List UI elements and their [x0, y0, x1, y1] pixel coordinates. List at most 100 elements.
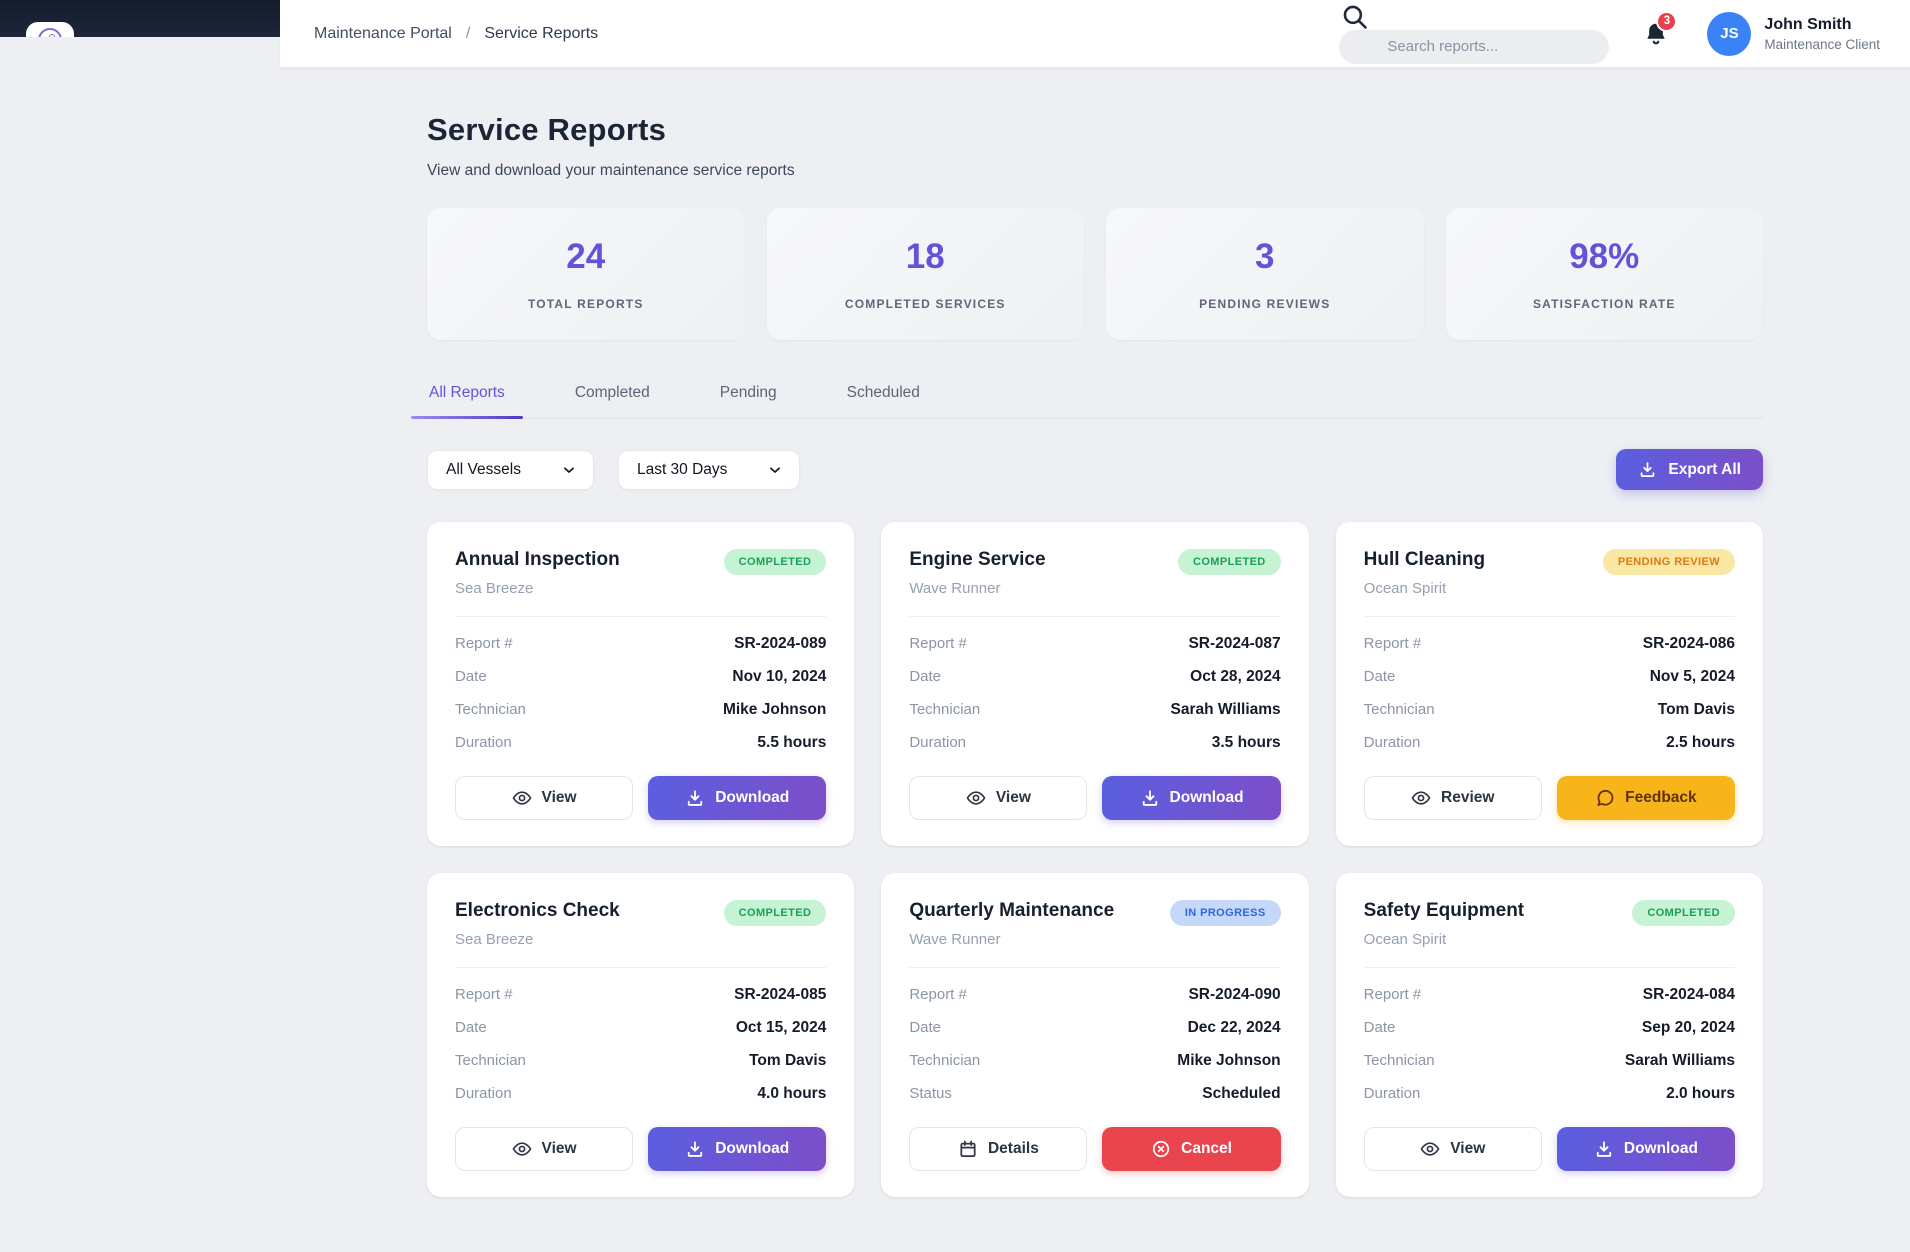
search-input[interactable] [1339, 29, 1610, 64]
eye-icon [1411, 788, 1431, 808]
report-fields: Report # SR-2024-090 Date Dec 22, 2024 Techn… [909, 978, 1280, 1110]
button-label: Details [987, 1140, 1039, 1157]
card-header: Quarterly Maintenance Wave Runner IN PRO… [909, 900, 1281, 948]
field-label: Duration [909, 734, 967, 751]
breadcrumb-root[interactable]: Maintenance Portal [314, 24, 452, 42]
download-icon [1594, 1139, 1614, 1159]
user-menu[interactable]: JS John Smith Maintenance Client [1707, 11, 1880, 56]
page-title: Service Reports [427, 112, 667, 147]
card-divider [455, 967, 827, 968]
field-row: Technician Tom Davis [1364, 693, 1735, 726]
stat-label: TOTAL REPORTS [527, 297, 644, 311]
download-button[interactable]: Download [1102, 776, 1281, 820]
chevron-down-icon [561, 462, 577, 478]
stat-value: 24 [566, 237, 606, 276]
field-label: Technician [909, 701, 981, 718]
date-filter-select[interactable]: Last 30 Days [617, 449, 801, 490]
feedback-button[interactable]: Feedback [1556, 776, 1735, 820]
stat-completed-services: 18 COMPLETED SERVICES [766, 208, 1084, 340]
details-button[interactable]: Details [909, 1127, 1088, 1171]
field-row: Report # SR-2024-086 [1364, 627, 1735, 660]
field-row: Report # SR-2024-084 [1364, 978, 1735, 1011]
report-actions: View Download [455, 776, 827, 820]
tab-completed[interactable]: Completed [573, 384, 652, 417]
field-value: Nov 10, 2024 [732, 667, 827, 685]
button-label: Download [715, 1140, 790, 1157]
field-label: Date [455, 668, 487, 685]
field-label: Technician [1363, 1052, 1435, 1069]
stats-row: 24 TOTAL REPORTS 18 COMPLETED SERVICES 3… [427, 208, 1763, 340]
button-label: Download [1623, 1140, 1698, 1157]
field-row: Date Nov 5, 2024 [1364, 660, 1735, 693]
export-all-button[interactable]: Export All [1616, 449, 1763, 490]
chevron-down-icon [767, 462, 783, 478]
card-divider [455, 616, 827, 617]
field-value: Tom Davis [749, 1051, 827, 1069]
report-actions: Details Cancel [909, 1127, 1281, 1171]
field-label: Date [909, 668, 942, 685]
cancel-button[interactable]: Cancel [1102, 1127, 1281, 1171]
field-value: 5.5 hours [757, 733, 827, 751]
button-label: Feedback [1625, 789, 1697, 806]
field-label: Report # [909, 986, 967, 1003]
download-icon [1140, 788, 1160, 808]
report-title: Engine Service [909, 549, 1046, 570]
field-label: Technician [1363, 701, 1435, 718]
field-value: SR-2024-089 [734, 634, 827, 652]
field-label: Report # [455, 635, 513, 652]
vessel-filter-select[interactable]: All Vessels [427, 449, 594, 490]
field-label: Report # [909, 635, 967, 652]
breadcrumb-separator: / [465, 24, 471, 42]
field-value: SR-2024-084 [1642, 985, 1735, 1003]
review-button[interactable]: Review [1363, 776, 1542, 820]
download-button[interactable]: Download [1556, 1127, 1735, 1171]
view-button[interactable]: View [455, 776, 634, 820]
tab-pending[interactable]: Pending [718, 384, 779, 417]
stat-label: PENDING REVIEWS [1199, 297, 1331, 311]
report-fields: Report # SR-2024-086 Date Nov 5, 2024 Techni… [1364, 627, 1735, 759]
eye-icon [1420, 1139, 1440, 1159]
date-filter-value: Last 30 Days [636, 460, 728, 478]
tab-scheduled[interactable]: Scheduled [845, 384, 922, 417]
report-card: Safety Equipment Ocean Spirit COMPLETED … [1335, 873, 1763, 1197]
tab-all-reports[interactable]: All Reports [411, 384, 523, 419]
top-bar: Maintenance Portal / Service Reports 3 J… [280, 0, 1910, 68]
report-vessel: Sea Breeze [455, 931, 534, 948]
view-button[interactable]: View [455, 1127, 634, 1171]
notifications-button[interactable]: 3 [1643, 10, 1678, 47]
download-button[interactable]: Download [648, 1127, 827, 1171]
button-label: View [541, 789, 577, 806]
field-row: Technician Tom Davis [455, 1044, 826, 1077]
card-divider [909, 616, 1281, 617]
field-row: Status Scheduled [909, 1077, 1280, 1110]
report-actions: Review Feedback [1363, 776, 1735, 820]
button-label: View [541, 1140, 577, 1157]
field-label: Technician [909, 1052, 981, 1069]
field-value: Sep 20, 2024 [1641, 1018, 1735, 1036]
field-label: Report # [455, 986, 513, 1003]
report-card: Hull Cleaning Ocean Spirit PENDING REVIE… [1335, 522, 1763, 846]
field-label: Duration [1363, 734, 1421, 751]
export-all-label: Export All [1668, 460, 1741, 478]
view-button[interactable]: View [909, 776, 1088, 820]
report-fields: Report # SR-2024-087 Date Oct 28, 2024 Techn… [909, 627, 1280, 759]
chat-icon [1595, 788, 1615, 808]
view-button[interactable]: View [1363, 1127, 1542, 1171]
field-label: Duration [455, 1085, 512, 1102]
status-badge: COMPLETED [1178, 549, 1281, 575]
stat-value: 98% [1569, 237, 1640, 276]
report-vessel: Sea Breeze [455, 580, 534, 597]
field-value: Mike Johnson [1177, 1051, 1281, 1069]
sidebar-stub [0, 0, 280, 37]
stat-pending-reviews: 3 PENDING REVIEWS [1106, 208, 1424, 340]
field-row: Duration 3.5 hours [909, 726, 1280, 759]
download-button[interactable]: Download [648, 776, 827, 820]
field-value: 4.0 hours [757, 1084, 827, 1102]
field-value: 2.5 hours [1666, 733, 1735, 751]
download-icon [685, 788, 705, 808]
field-value: 2.0 hours [1666, 1084, 1735, 1102]
field-value: Sarah Williams [1624, 1051, 1735, 1069]
field-label: Date [1363, 1019, 1396, 1036]
report-vessel: Wave Runner [909, 580, 1001, 597]
breadcrumb: Maintenance Portal / Service Reports [314, 25, 598, 43]
